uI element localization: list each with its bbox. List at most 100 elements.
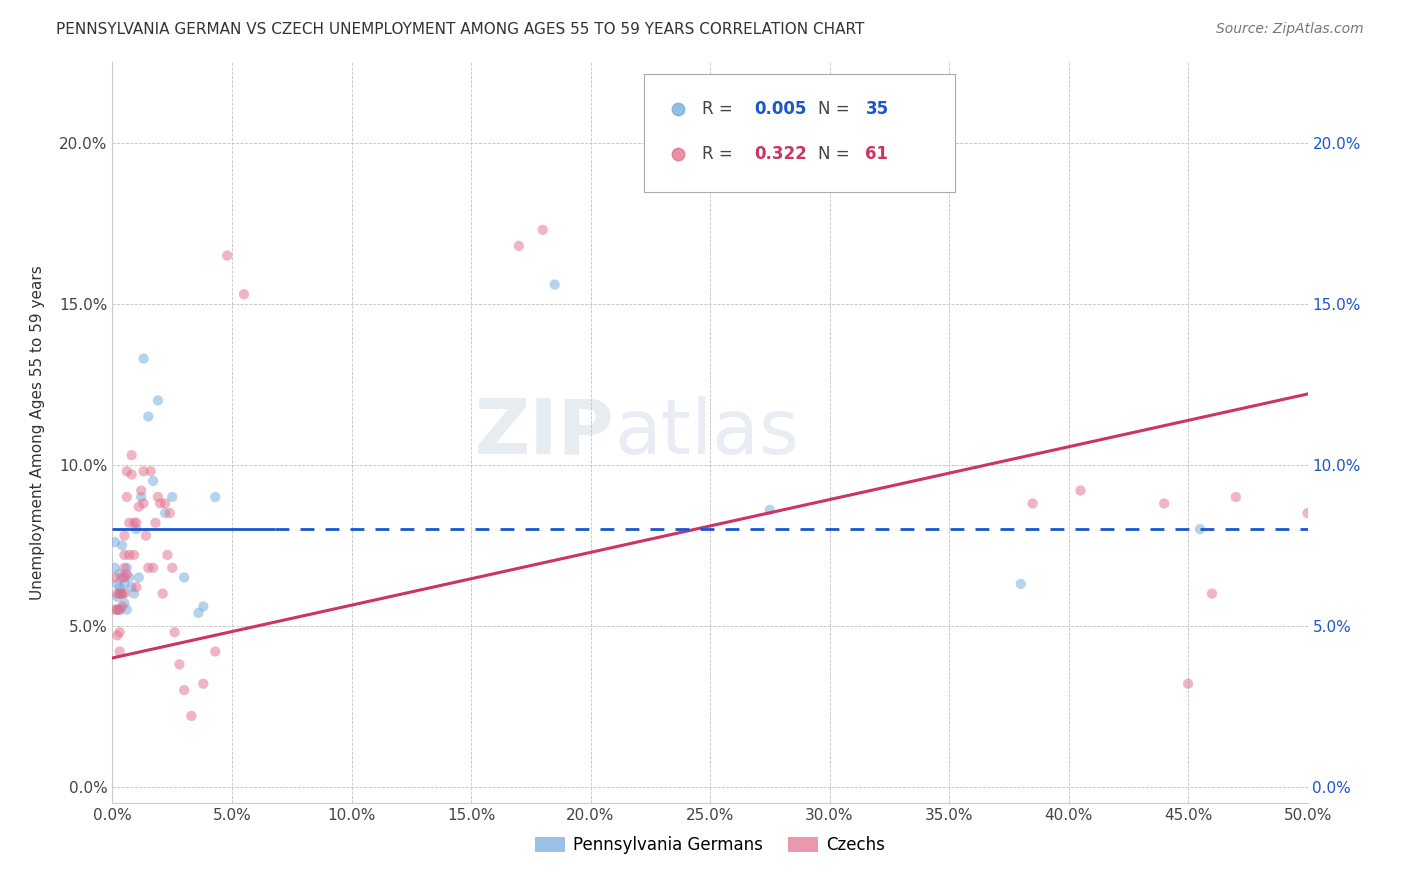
Point: [204, 644, 226, 658]
Point: [104, 570, 127, 584]
Point: [162, 561, 183, 575]
Text: N =: N =: [818, 145, 855, 162]
Point: [149, 496, 172, 510]
Point: [114, 570, 135, 584]
Point: [138, 409, 160, 424]
Point: [105, 590, 128, 604]
Point: [104, 561, 127, 575]
Point: [163, 625, 186, 640]
Point: [169, 657, 191, 672]
Point: [118, 516, 141, 530]
Point: [122, 548, 145, 562]
Point: [128, 570, 150, 584]
Point: [153, 506, 176, 520]
Point: [146, 393, 169, 408]
Legend: Pennsylvania Germans, Czechs: Pennsylvania Germans, Czechs: [529, 830, 891, 861]
Point: [114, 596, 135, 610]
Point: [132, 464, 155, 478]
Point: [128, 500, 150, 514]
Point: [105, 602, 128, 616]
Text: Source: ZipAtlas.com: Source: ZipAtlas.com: [1216, 22, 1364, 37]
Point: [105, 628, 128, 642]
Point: [139, 464, 162, 478]
Point: [156, 548, 179, 562]
Point: [759, 503, 782, 517]
Point: [114, 548, 135, 562]
Point: [125, 522, 148, 536]
Point: [122, 516, 145, 530]
Point: [108, 602, 131, 616]
Text: 35: 35: [866, 100, 889, 118]
Point: [104, 602, 127, 616]
Point: [162, 490, 183, 504]
Point: [173, 683, 195, 698]
Point: [105, 577, 128, 591]
Point: [129, 490, 152, 504]
Point: [111, 586, 134, 600]
Point: [115, 602, 138, 616]
Point: [217, 249, 239, 263]
Point: [115, 490, 138, 504]
Point: [204, 490, 226, 504]
Point: [1296, 506, 1319, 520]
Point: [135, 528, 157, 542]
Point: [152, 586, 174, 600]
Point: [111, 538, 134, 552]
Point: [118, 570, 141, 584]
Point: [1201, 586, 1223, 600]
Point: [121, 580, 143, 594]
Point: [233, 287, 256, 301]
Point: [1225, 490, 1247, 504]
Point: [125, 580, 148, 594]
Point: [142, 474, 165, 488]
Point: [115, 464, 138, 478]
Point: [132, 351, 155, 366]
Point: [159, 506, 181, 520]
Point: [173, 570, 195, 584]
Point: [111, 570, 134, 584]
Point: [111, 599, 134, 614]
Point: [138, 561, 160, 575]
Point: [1177, 676, 1199, 690]
Point: [122, 586, 145, 600]
Point: [111, 586, 134, 600]
Text: 0.005: 0.005: [754, 100, 807, 118]
Text: 61: 61: [866, 145, 889, 162]
Point: [118, 548, 141, 562]
Point: [108, 625, 131, 640]
Point: [1153, 496, 1175, 510]
Point: [531, 223, 554, 237]
Point: [114, 577, 135, 591]
Point: [115, 567, 138, 582]
Point: [114, 561, 135, 575]
Point: [1070, 483, 1092, 498]
Point: [114, 586, 135, 600]
Y-axis label: Unemployment Among Ages 55 to 59 years: Unemployment Among Ages 55 to 59 years: [31, 265, 45, 600]
Point: [193, 676, 215, 690]
FancyBboxPatch shape: [644, 73, 955, 192]
Point: [146, 490, 169, 504]
Point: [153, 496, 176, 510]
Point: [115, 561, 138, 575]
Point: [121, 448, 143, 462]
Text: R =: R =: [702, 145, 738, 162]
Point: [180, 709, 202, 723]
Text: atlas: atlas: [614, 396, 799, 469]
Point: [114, 528, 135, 542]
Point: [125, 516, 148, 530]
Point: [104, 535, 127, 549]
Point: [108, 644, 131, 658]
Point: [142, 561, 165, 575]
Point: [1010, 577, 1032, 591]
Text: 0.322: 0.322: [754, 145, 807, 162]
Point: [108, 602, 131, 616]
Point: [108, 586, 131, 600]
Point: [105, 586, 128, 600]
Point: [132, 496, 155, 510]
Point: [121, 467, 143, 482]
Text: ZIP: ZIP: [475, 396, 614, 469]
Point: [508, 239, 530, 253]
Text: PENNSYLVANIA GERMAN VS CZECH UNEMPLOYMENT AMONG AGES 55 TO 59 YEARS CORRELATION : PENNSYLVANIA GERMAN VS CZECH UNEMPLOYMEN…: [56, 22, 865, 37]
Point: [543, 277, 565, 292]
Point: [187, 606, 209, 620]
